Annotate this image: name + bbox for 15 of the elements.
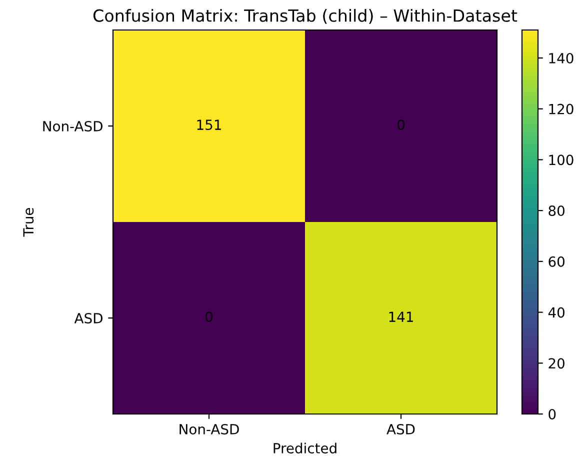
color-bar-label: 80 (548, 206, 564, 216)
data-label: 0 (205, 312, 212, 322)
data-label: 141 (389, 312, 413, 322)
chart-title: Confusion Matrix: TransTab (child) – Within-Dataset (93, 9, 518, 24)
color-bar-label: 0 (548, 408, 556, 420)
color-bar-label: 100 (549, 154, 574, 166)
color-bar-label: 20 (548, 358, 564, 369)
color-bar-label: 120 (549, 104, 574, 114)
y-axis-title: True (23, 208, 34, 237)
data-label: 151 (197, 120, 221, 130)
color-bar-label: 40 (548, 307, 564, 318)
x-axis-title: Predicted (274, 442, 336, 454)
color-bar-label: 140 (549, 52, 574, 64)
data-label: 0 (397, 120, 404, 130)
color-bar-label: 60 (548, 256, 564, 267)
